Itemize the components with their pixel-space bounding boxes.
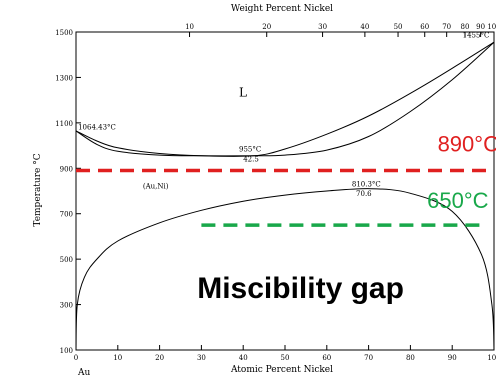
y-tick-label: 700 (60, 211, 73, 219)
top-tick-label: 10 (185, 23, 194, 31)
annotation: (Au,Ni) (143, 182, 169, 190)
y-tick-label: 1300 (55, 74, 73, 82)
x-tick-label: 20 (155, 354, 164, 362)
x-tick-label: 100 (487, 354, 496, 362)
x-tick-label: 10 (113, 354, 122, 362)
top-tick-label: 50 (394, 23, 403, 31)
annotation: 1455°C (463, 32, 490, 40)
top-tick-label: 80 (461, 23, 470, 31)
isotherm-0-label: 890°C (438, 131, 496, 156)
annotation: 70.6 (356, 190, 372, 198)
miscibility-gap-curve (75, 188, 495, 351)
isotherm-1-label: 650°C (427, 188, 489, 213)
y-tick-label: 900 (60, 165, 73, 173)
x-tick-label: 80 (406, 354, 415, 362)
x-tick-label: 0 (74, 354, 78, 362)
element-label-au: Au (77, 368, 90, 378)
y-tick-label: 300 (60, 302, 73, 310)
liquidus-curve (75, 41, 495, 157)
x-tick-label: 90 (448, 354, 457, 362)
top-tick-label: 60 (420, 23, 429, 31)
y-tick-label: 1500 (55, 29, 73, 37)
x-tick-label: 30 (197, 354, 206, 362)
top-tick-label: 100 (487, 23, 496, 31)
miscibility-gap-label: Miscibility gap (197, 272, 404, 305)
top-axis-label: Weight Percent Nickel (231, 4, 333, 14)
annotation: 42.5 (243, 155, 259, 163)
top-tick-label: 40 (360, 23, 369, 31)
top-tick-label: 20 (262, 23, 271, 31)
annotation: 810.3°C (352, 180, 381, 188)
top-tick-label: 70 (442, 23, 451, 31)
x-axis-label: Atomic Percent Nickel (230, 365, 333, 375)
x-tick-label: 60 (322, 354, 331, 362)
x-tick-label: 70 (364, 354, 373, 362)
x-tick-label: 50 (281, 354, 290, 362)
x-tick-label: 40 (239, 354, 248, 362)
solidus-curve (75, 41, 495, 157)
y-tick-label: 500 (60, 256, 73, 264)
y-axis-label: Temperature °C (33, 153, 43, 226)
y-tick-label: 100 (60, 347, 73, 355)
annotation: 955°C (239, 145, 261, 153)
annotation: 1064.43°C (78, 124, 116, 132)
annotation: L (239, 86, 247, 100)
top-tick-label: 30 (318, 23, 327, 31)
y-tick-label: 1100 (55, 120, 73, 128)
top-tick-label: 90 (476, 23, 485, 31)
